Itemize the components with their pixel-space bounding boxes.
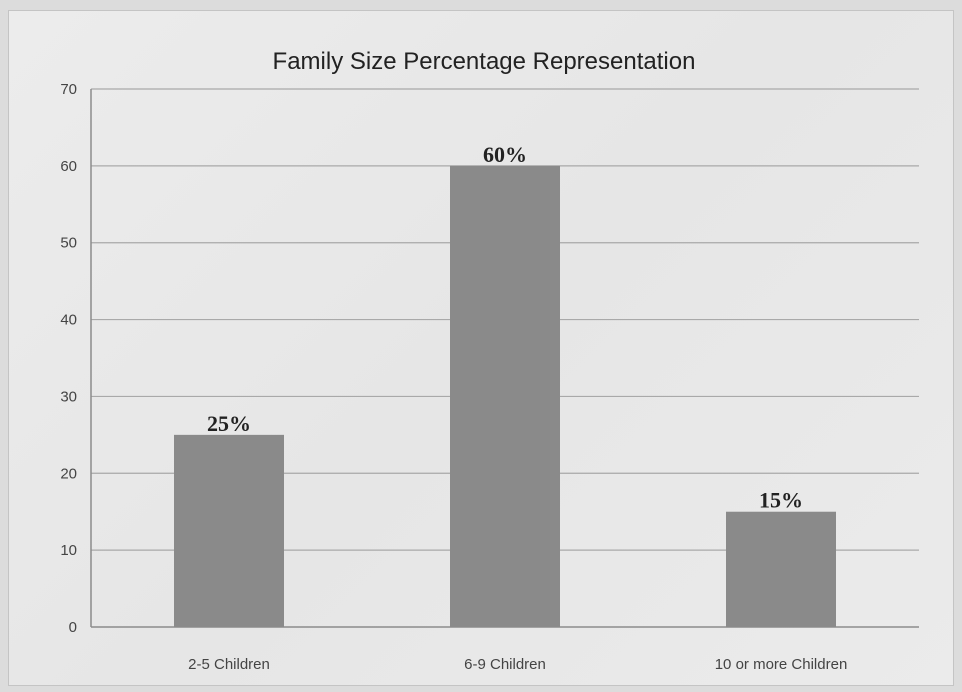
data-label: 15% bbox=[759, 488, 803, 513]
y-tick-label: 10 bbox=[60, 542, 77, 559]
data-label: 25% bbox=[207, 411, 251, 436]
x-tick-label: 6-9 Children bbox=[464, 656, 546, 673]
bar-chart: Family Size Percentage Representation 25… bbox=[60, 48, 919, 673]
y-tick-label: 20 bbox=[60, 465, 77, 482]
chart-title: Family Size Percentage Representation bbox=[273, 48, 696, 75]
y-tick-label: 60 bbox=[60, 158, 77, 175]
chart-frame: Family Size Percentage Representation 25… bbox=[8, 10, 954, 686]
y-tick-label: 70 bbox=[60, 81, 77, 98]
y-tick-label: 30 bbox=[60, 388, 77, 405]
y-tick-label: 0 bbox=[69, 619, 77, 636]
bars bbox=[174, 165, 836, 627]
y-tick-label: 50 bbox=[60, 235, 77, 252]
data-labels: 25% 60% 15% bbox=[207, 142, 803, 513]
data-label: 60% bbox=[483, 142, 527, 167]
y-tick-labels: 0 10 20 30 40 50 60 70 bbox=[60, 81, 77, 636]
bar bbox=[726, 511, 836, 627]
y-tick-label: 40 bbox=[60, 312, 77, 329]
x-tick-label: 2-5 Children bbox=[188, 656, 270, 673]
x-tick-labels: 2-5 Children 6-9 Children 10 or more Child… bbox=[188, 656, 847, 673]
x-tick-label: 10 or more Children bbox=[715, 656, 848, 673]
bar bbox=[174, 434, 284, 627]
bar bbox=[450, 165, 560, 627]
